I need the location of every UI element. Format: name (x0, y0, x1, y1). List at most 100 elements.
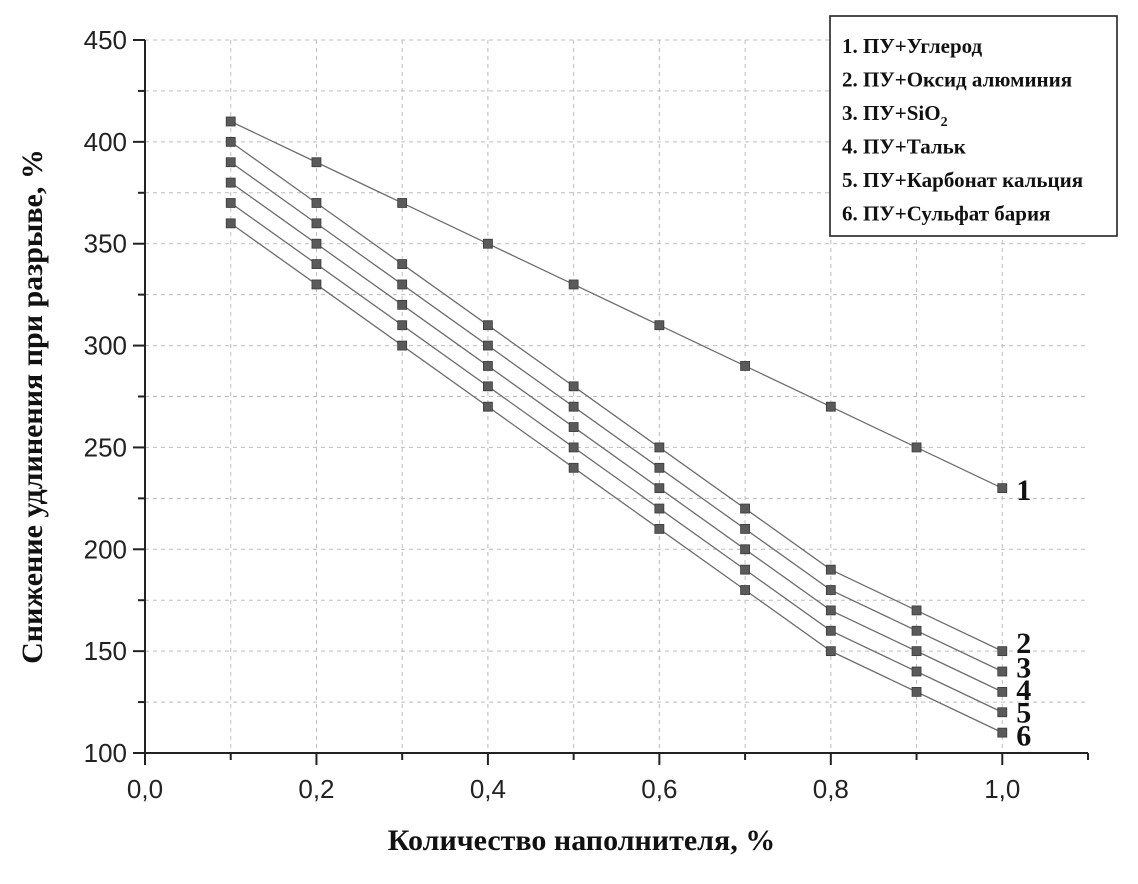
data-point (311, 238, 322, 249)
data-point (397, 340, 408, 351)
data-point (225, 157, 236, 168)
data-point (225, 116, 236, 127)
data-point (825, 585, 836, 595)
data-point (825, 605, 836, 616)
data-point (911, 646, 922, 657)
data-point (397, 299, 408, 310)
data-point (997, 686, 1008, 697)
data-point (483, 361, 493, 371)
series-line (230, 222, 1003, 734)
data-point (568, 381, 579, 392)
series-end-label: 5 (1016, 696, 1031, 729)
data-point (654, 462, 665, 473)
data-point (483, 401, 493, 412)
legend-entry: 5. ПУ+Карбонат кальция (842, 168, 1083, 192)
x-axis-title: Количество наполнителя, % (388, 824, 775, 857)
x-tick-label: 0,8 (813, 774, 849, 804)
series-line (230, 141, 1003, 652)
data-point (997, 707, 1008, 718)
data-point (654, 524, 665, 534)
y-tick-label: 400 (84, 127, 127, 157)
data-point (911, 605, 922, 616)
y-tick-label: 450 (84, 25, 127, 55)
legend-entry: 2. ПУ+Оксид алюминия (842, 68, 1072, 92)
grid-lines (145, 39, 1088, 753)
data-point (225, 136, 236, 147)
data-point (654, 503, 665, 514)
legend-entry: 6. ПУ+Сульфат бария (842, 202, 1050, 226)
data-point (911, 686, 922, 697)
data-point (654, 320, 665, 331)
legend-entry: 4. ПУ+Тальк (842, 135, 967, 159)
y-tick-label: 100 (84, 738, 127, 768)
data-point (740, 564, 750, 575)
data-point (568, 462, 579, 473)
data-point (483, 320, 493, 331)
data-point (311, 157, 322, 168)
series-line (230, 202, 1003, 713)
legend-entry: 1. ПУ+Углерод (842, 34, 983, 58)
y-tick-label: 250 (84, 432, 127, 462)
x-tick-label: 0,4 (470, 774, 506, 804)
axes (133, 39, 1089, 765)
x-tick-label: 0,0 (127, 774, 163, 804)
y-axis-title: Снижение удлинения при разрыве, % (16, 149, 49, 664)
data-point (397, 279, 408, 290)
data-point (911, 625, 922, 636)
data-point (825, 564, 836, 575)
legend-box (829, 15, 1118, 237)
x-tick-label: 0,6 (641, 774, 677, 804)
series-end-label: 4 (1016, 674, 1031, 707)
tick-labels: 0,0 0,2 0,4 0,6 0,8 1,0 100 150 200 250 300 350 400 4… (84, 25, 1021, 804)
data-point (225, 177, 236, 188)
series-end-label: 6 (1016, 720, 1031, 753)
series-lines (230, 120, 1003, 734)
data-point (311, 279, 322, 290)
data-point (225, 198, 236, 208)
legend-subscript: 2 (941, 115, 948, 130)
data-point (740, 585, 750, 595)
data-point (397, 320, 408, 331)
y-tick-label: 150 (84, 636, 127, 666)
data-point (825, 646, 836, 657)
series-line (230, 161, 1003, 673)
data-point (654, 442, 665, 453)
data-point (997, 727, 1008, 738)
data-point (911, 442, 922, 453)
data-point (740, 361, 750, 371)
data-point (825, 401, 836, 412)
x-tick-label: 1,0 (984, 774, 1020, 804)
data-point (997, 666, 1008, 677)
data-point (225, 218, 236, 229)
series-end-label: 3 (1016, 652, 1031, 685)
data-point (740, 544, 750, 555)
data-markers (225, 116, 1008, 738)
data-point (740, 524, 750, 534)
y-tick-label: 350 (84, 229, 127, 259)
series-end-label: 2 (1016, 627, 1031, 660)
data-point (483, 381, 493, 392)
data-point (311, 259, 322, 269)
data-point (654, 483, 665, 494)
data-point (311, 218, 322, 229)
x-tick-label: 0,2 (298, 774, 334, 804)
data-point (997, 483, 1008, 494)
data-point (997, 646, 1008, 657)
data-point (568, 422, 579, 432)
data-point (911, 666, 922, 677)
series-end-label: 1 (1016, 474, 1031, 507)
data-point (397, 198, 408, 208)
data-point (311, 198, 322, 208)
series-line (230, 120, 1003, 489)
y-tick-label: 200 (84, 534, 127, 564)
data-point (740, 503, 750, 514)
series-line (230, 182, 1003, 693)
data-point (568, 401, 579, 412)
data-point (568, 442, 579, 453)
data-point (483, 340, 493, 351)
data-point (825, 625, 836, 636)
data-point (483, 238, 493, 249)
